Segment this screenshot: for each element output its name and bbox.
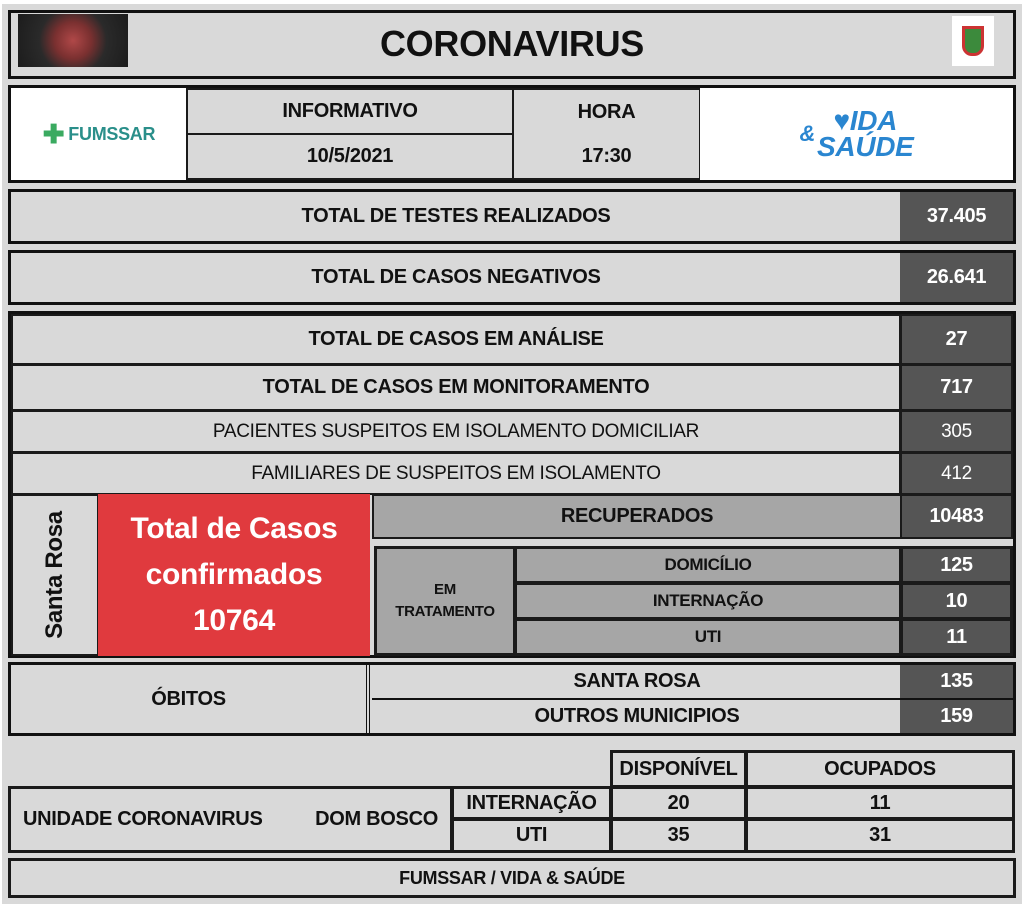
vida-saude-logo: & ♥IDA SAÚDE [700, 88, 1013, 180]
analysis-value: 27 [900, 314, 1013, 365]
footer: FUMSSAR / VIDA & SAÚDE [8, 858, 1016, 898]
unit-hospital-occupied: 11 [745, 786, 1015, 820]
time-value: 17:30 [581, 144, 632, 167]
unit-hospital-available: 20 [610, 786, 747, 820]
deaths-label: ÓBITOS [11, 665, 370, 733]
treatment-icu-label: UTI [514, 618, 902, 656]
coronavirus-image [18, 14, 128, 67]
page-title: CORONAVIRUS [379, 23, 645, 64]
suspects-value: 305 [900, 410, 1013, 453]
header-box [8, 10, 1016, 79]
confirmed-value: 10764 [193, 604, 275, 637]
deaths-box [8, 662, 1016, 736]
unit-hospital-label: INTERNAÇÃO [451, 786, 612, 820]
available-header: DISPONÍVEL [610, 750, 747, 788]
deaths-other-label: OUTROS MUNICIPIOS [372, 700, 902, 733]
treatment-home-value: 125 [900, 546, 1013, 584]
confirmed-cases: Total de Casos confirmados 10764 [98, 494, 370, 656]
fumssar-logo: ✚ FUMSSAR [11, 88, 187, 180]
negatives-value: 26.641 [900, 253, 1013, 302]
cases-box [8, 311, 1016, 658]
unit-place: DOM BOSCO [315, 808, 438, 830]
unit-name: UNIDADE CORONAVIRUS DOM BOSCO [8, 786, 453, 853]
treatment-hospital-value: 10 [900, 582, 1013, 620]
suspects-label: PACIENTES SUSPEITOS EM ISOLAMENTO DOMICI… [11, 410, 901, 453]
treatment-home-label: DOMICÍLIO [514, 546, 902, 584]
deaths-city-label: SANTA ROSA [372, 665, 902, 700]
hora-label: HORA 17:30 [512, 88, 701, 180]
unit-icu-available: 35 [610, 818, 747, 853]
negatives-box [8, 250, 1016, 305]
date-value: 10/5/2021 [186, 133, 514, 180]
treatment-label: EM TRATAMENTO [374, 546, 516, 656]
occupied-header: OCUPADOS [745, 750, 1015, 788]
treatment-icu-value: 11 [900, 618, 1013, 656]
treatment-hospital-label: INTERNAÇÃO [514, 582, 902, 620]
city-label: Santa Rosa [11, 494, 99, 656]
recovered-label: RECUPERADOS [372, 494, 902, 539]
negatives-label: TOTAL DE CASOS NEGATIVOS [11, 253, 901, 302]
deaths-other-value: 159 [900, 700, 1013, 733]
tests-label: TOTAL DE TESTES REALIZADOS [11, 192, 901, 241]
monitoring-label: TOTAL DE CASOS EM MONITORAMENTO [11, 364, 901, 411]
unit-icu-occupied: 31 [745, 818, 1015, 853]
family-value: 412 [900, 452, 1013, 495]
crest-logo [952, 16, 994, 66]
deaths-city-value: 135 [900, 665, 1013, 700]
monitoring-value: 717 [900, 364, 1013, 411]
unit-icu-label: UTI [451, 818, 612, 853]
analysis-label: TOTAL DE CASOS EM ANÁLISE [11, 314, 901, 365]
tests-box [8, 189, 1016, 244]
informativo-label: INFORMATIVO [186, 88, 514, 135]
tests-value: 37.405 [900, 192, 1013, 241]
family-label: FAMILIARES DE SUSPEITOS EM ISOLAMENTO [11, 452, 901, 495]
recovered-value: 10483 [900, 494, 1013, 539]
